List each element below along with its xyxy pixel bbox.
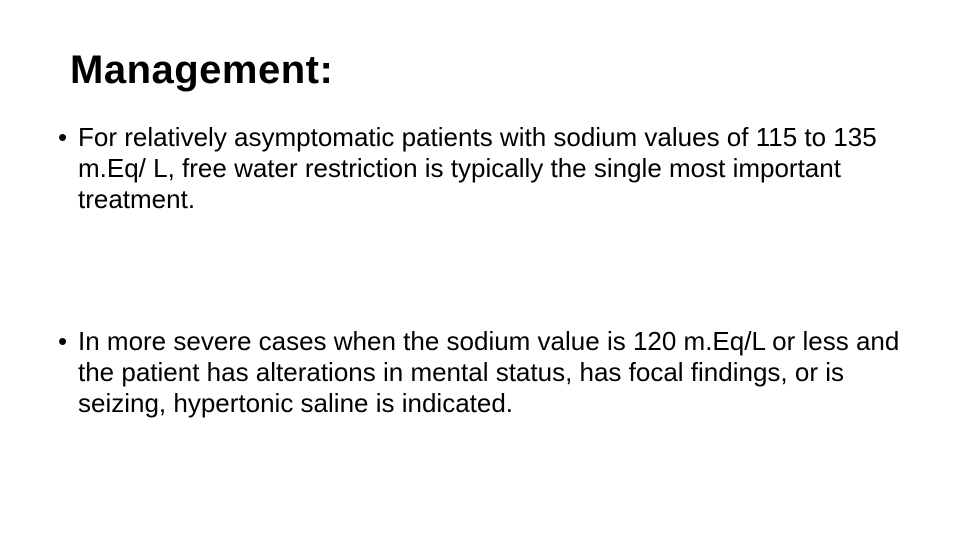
- bullet-item: In more severe cases when the sodium val…: [58, 326, 902, 420]
- slide: Management: For relatively asymptomatic …: [0, 0, 960, 540]
- slide-title: Management:: [70, 48, 902, 92]
- bullet-list: For relatively asymptomatic patients wit…: [58, 122, 902, 419]
- bullet-item: For relatively asymptomatic patients wit…: [58, 122, 902, 216]
